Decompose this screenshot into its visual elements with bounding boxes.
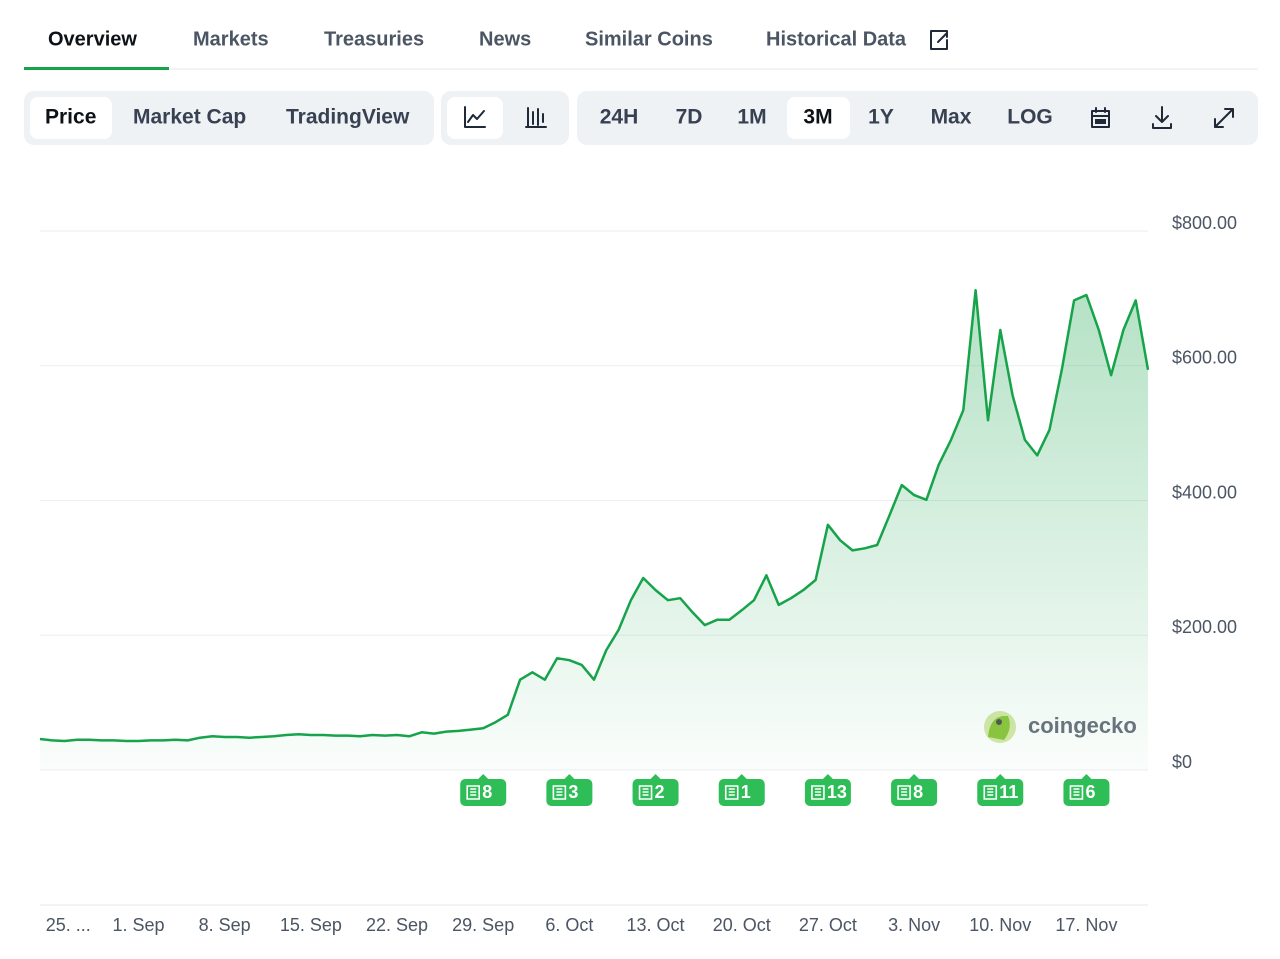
news-badge-tip: [909, 774, 920, 779]
news-icon: [552, 785, 567, 800]
news-badge-tip: [822, 774, 833, 779]
news-count: 1: [741, 782, 751, 802]
price-line: [39, 289, 1150, 743]
active-pill: [30, 97, 112, 139]
news-count: 3: [568, 782, 578, 802]
range-button[interactable]: 1Y: [868, 106, 894, 129]
fullscreen-icon[interactable]: [1214, 108, 1234, 128]
x-tick-label: 1. Sep: [112, 915, 164, 935]
download-icon[interactable]: [1152, 106, 1172, 129]
tab[interactable]: Markets: [193, 28, 269, 50]
range-button[interactable]: 3M: [803, 106, 832, 129]
tab[interactable]: News: [479, 28, 531, 50]
x-tick-label: 17. Nov: [1055, 915, 1117, 935]
news-badge[interactable]: 3: [546, 774, 593, 806]
news-badge[interactable]: 11: [977, 774, 1024, 806]
line-chart-icon[interactable]: [464, 106, 486, 128]
y-tick-label: $200.00: [1172, 617, 1237, 637]
active-tab-underline: [24, 67, 169, 70]
tab[interactable]: Similar Coins: [585, 28, 713, 50]
x-tick-label: 6. Oct: [545, 915, 593, 935]
news-icon: [638, 785, 653, 800]
range-button[interactable]: 24H: [600, 106, 639, 129]
news-badge-tip: [1081, 774, 1092, 779]
news-count: 8: [913, 782, 923, 802]
news-badge-tip: [995, 774, 1006, 779]
range-group: [577, 91, 1258, 145]
tab[interactable]: Overview: [48, 28, 137, 50]
chart-view-button[interactable]: TradingView: [286, 106, 410, 129]
y-tick-label: $400.00: [1172, 482, 1237, 502]
external-link-icon[interactable]: [930, 30, 948, 50]
news-badge[interactable]: 13: [804, 774, 851, 806]
tab[interactable]: Treasuries: [324, 28, 424, 50]
range-button[interactable]: LOG: [1007, 106, 1053, 129]
x-tick-label: 27. Oct: [799, 915, 857, 935]
news-badge[interactable]: 6: [1063, 774, 1110, 806]
chart-view-button[interactable]: Price: [45, 106, 96, 129]
x-tick-label: 22. Sep: [366, 915, 428, 935]
x-tick-label: 29. Sep: [452, 915, 514, 935]
news-badge-tip: [564, 774, 575, 779]
news-icon: [466, 785, 480, 800]
price-area: [40, 290, 1148, 770]
news-badge-tip: [736, 774, 747, 779]
x-tick-label: 8. Sep: [199, 915, 251, 935]
news-count: 6: [1085, 782, 1095, 802]
y-tick-label: $800.00: [1172, 213, 1237, 233]
x-tick-label: 15. Sep: [280, 915, 342, 935]
news-badge-tip: [478, 774, 489, 779]
range-button[interactable]: 7D: [676, 106, 703, 129]
tab[interactable]: Historical Data: [766, 28, 907, 50]
news-badge[interactable]: 1: [718, 774, 765, 806]
news-badge-tip: [650, 774, 661, 779]
range-button[interactable]: 1M: [737, 106, 766, 129]
news-badge[interactable]: 2: [632, 774, 679, 806]
news-icon: [1069, 785, 1084, 800]
y-tick-label: $600.00: [1172, 348, 1237, 368]
news-count: 13: [827, 782, 847, 802]
news-count: 2: [655, 782, 665, 802]
active-pill: [787, 97, 850, 139]
news-badge[interactable]: 8: [891, 774, 938, 806]
news-count: 11: [999, 782, 1018, 802]
news-icon: [983, 785, 998, 800]
news-icon: [811, 785, 825, 800]
chart-view-button[interactable]: Market Cap: [133, 106, 246, 129]
calendar-icon[interactable]: [1091, 107, 1110, 128]
x-tick-label: 20. Oct: [713, 915, 771, 935]
x-tick-label: 25. ...: [46, 915, 91, 935]
x-tick-label: 13. Oct: [627, 915, 685, 935]
x-tick-label: 3. Nov: [888, 915, 940, 935]
candle-chart-icon[interactable]: [525, 107, 547, 128]
news-icon: [724, 785, 739, 800]
x-tick-label: 10. Nov: [969, 915, 1031, 935]
view-group: [24, 91, 434, 145]
y-tick-label: $0: [1172, 752, 1192, 772]
news-icon: [897, 785, 911, 800]
news-count: 8: [482, 782, 492, 802]
range-button[interactable]: Max: [931, 106, 972, 129]
news-badge[interactable]: 8: [460, 774, 507, 806]
